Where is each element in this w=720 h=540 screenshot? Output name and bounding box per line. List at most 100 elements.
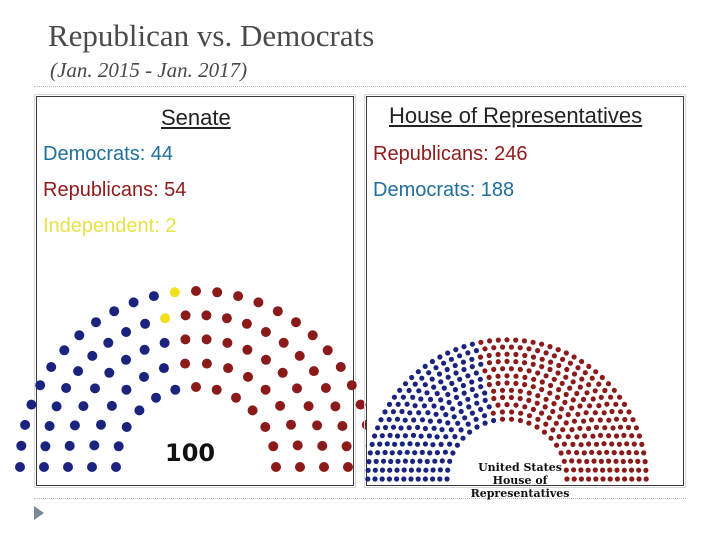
house-seat [534, 424, 540, 430]
house-seat [438, 397, 444, 403]
house-seat [611, 450, 617, 456]
house-seat [636, 467, 642, 473]
house-seat [438, 379, 444, 385]
house-seat [429, 376, 435, 382]
house-seat [473, 393, 479, 399]
house-seat [491, 417, 497, 424]
house-seat [628, 467, 635, 473]
house-seat [400, 394, 406, 400]
house-seat [474, 400, 480, 406]
senate-seat [121, 384, 132, 395]
house-seat [564, 366, 570, 373]
house-seat [434, 450, 440, 456]
house-seat [548, 359, 554, 365]
house-seat [469, 410, 475, 416]
house-seat [399, 441, 405, 447]
house-seat [526, 390, 532, 396]
house-seat [392, 441, 398, 447]
house-seat [431, 384, 437, 390]
house-seat [530, 339, 536, 345]
house-seat [372, 476, 378, 482]
senate-seat [320, 383, 331, 393]
house-seat [450, 450, 456, 456]
house-seat [486, 374, 492, 380]
house-seat [490, 410, 496, 416]
house-seat [504, 402, 510, 408]
house-seat [437, 418, 443, 424]
house-seat [550, 427, 556, 433]
house-seat [436, 371, 443, 377]
house-seat [469, 356, 475, 362]
senate-seat [151, 392, 161, 403]
house-seat [465, 396, 471, 402]
house-seat [482, 346, 488, 352]
house-seat [444, 366, 450, 373]
house-seat [454, 442, 460, 448]
house-seat [513, 380, 519, 386]
house-seat [636, 476, 642, 482]
house-seat [522, 404, 528, 410]
house-seat [477, 376, 483, 382]
house-seat [578, 467, 584, 473]
house-seat [543, 373, 549, 379]
house-seat [585, 467, 591, 473]
house-seat [447, 458, 453, 464]
house-seat [398, 425, 404, 431]
house-seat [452, 434, 458, 440]
house-seat [547, 344, 553, 350]
house-seat [584, 390, 590, 396]
house-seat [433, 365, 439, 371]
house-seat [439, 427, 445, 433]
house-seat [495, 373, 501, 379]
house-heading: House of Representatives [389, 103, 643, 128]
house-seat [600, 476, 606, 482]
house-seat [387, 432, 393, 438]
house-seat [425, 410, 431, 416]
house-seat [407, 410, 413, 416]
house-seat [522, 374, 528, 380]
house-seat [500, 366, 506, 372]
senate-seat [278, 337, 289, 348]
house-seat [622, 416, 628, 423]
house-seat [414, 441, 421, 447]
house-seat [577, 384, 583, 390]
house-seat [469, 364, 475, 370]
house-seat [565, 412, 571, 418]
senate-seat-chart [15, 286, 377, 472]
house-seat [547, 366, 553, 373]
house-seat [556, 362, 562, 369]
house-seat [513, 337, 519, 343]
house-badge-line1: United States [478, 461, 562, 474]
house-seat [563, 420, 569, 426]
senate-seat [241, 318, 252, 329]
house-seat [636, 433, 642, 439]
house-seat [639, 441, 645, 447]
house-seat [373, 458, 379, 464]
house-seat [641, 450, 647, 456]
house-seat [611, 387, 617, 393]
house-seat [481, 413, 488, 419]
top-divider [34, 86, 686, 87]
senate-seat [111, 462, 121, 472]
house-seat [508, 416, 515, 422]
house-seat [581, 450, 587, 456]
house-seat [592, 410, 598, 416]
house-seat [504, 358, 510, 364]
house-seat [589, 449, 595, 455]
house-seat [401, 467, 407, 473]
house-seat [504, 380, 510, 386]
house-seat [375, 450, 381, 456]
house-seat [410, 432, 417, 438]
house-seat [593, 369, 599, 375]
house-seat [586, 363, 592, 369]
house-seat [571, 418, 577, 424]
house-seat [569, 427, 575, 433]
house-seat [430, 476, 436, 482]
house-seat [621, 432, 627, 438]
senate-total-seats: 100 [165, 439, 216, 467]
house-seat [416, 388, 422, 394]
house-seat [619, 450, 625, 456]
house-seat [504, 373, 510, 379]
house-seat [598, 394, 604, 400]
house-seat [434, 434, 440, 440]
